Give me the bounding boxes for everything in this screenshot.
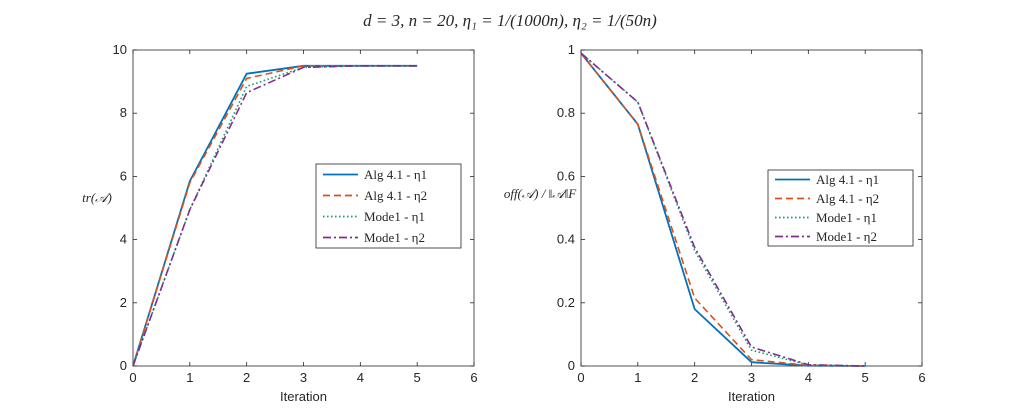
x-tick-label: 6 [470,370,477,385]
legend-label-1: Alg 4.1 - η1 [816,172,879,187]
x-tick-label: 2 [243,370,250,385]
x-tick-label: 2 [691,370,698,385]
chart-trace: 0 1 2 3 4 5 6 0 2 4 6 8 10 Iteration tr(𝒜) Alg 4.1 - η1… [82,42,477,404]
x-tick-label: 5 [414,370,421,385]
legend-label-3: Mode1 - η1 [364,209,425,224]
legend-label-1: Alg 4.1 - η1 [364,167,427,182]
legend-box [767,169,914,247]
y-tick-label: 1 [568,42,575,57]
legend: Alg 4.1 - η1 Alg 4.1 - η2 Mode1 - η1 Mode1 … [315,163,462,249]
series-line-3 [580,52,866,367]
y-tick-label: 0 [120,358,127,373]
chart-offdiagonal-ratio: 0 1 2 3 4 5 6 0 0.2 0.4 0.6 0.8 1 Iteration off(𝒜) / ‖… [504,42,926,404]
y-tick-label: 10 [113,42,127,57]
legend: Alg 4.1 - η1 Alg 4.1 - η2 Mode1 - η1 Mode1 … [767,169,914,247]
x-tick-label: 0 [129,370,136,385]
x-tick-label: 6 [918,370,925,385]
y-tick-label: 0.2 [557,295,575,310]
y-tick-label: 0.8 [557,105,575,120]
x-tick-label: 4 [357,370,364,385]
legend-box [315,163,462,249]
figure-title: d = 3, n = 20, η₁ = 1/(1000n), η₂ = 1/(5… [363,11,657,30]
x-tick-label: 3 [748,370,755,385]
legend-label-2: Alg 4.1 - η2 [364,188,427,203]
y-tick-label: 8 [120,105,127,120]
x-axis-label: Iteration [280,389,327,404]
x-tick-label: 1 [634,370,641,385]
y-tick-label: 0.4 [557,232,575,247]
x-tick-label: 4 [805,370,812,385]
legend-label-3: Mode1 - η1 [816,210,877,225]
y-axis-label: off(𝒜) / ‖𝒜‖F [504,186,577,201]
x-tick-label: 1 [186,370,193,385]
series-line-4 [580,52,866,367]
legend-label-4: Mode1 - η2 [364,230,425,245]
y-tick-label: 4 [120,232,127,247]
y-tick-label: 2 [120,295,127,310]
y-tick-label: 6 [120,168,127,183]
x-tick-label: 0 [577,370,584,385]
x-axis-label: Iteration [728,389,775,404]
y-tick-label: 0 [568,358,575,373]
y-tick-label: 0.6 [557,168,575,183]
series-line-4 [132,65,418,367]
legend-label-2: Alg 4.1 - η2 [816,191,879,206]
y-axis-label: tr(𝒜) [82,190,112,205]
x-tick-label: 3 [300,370,307,385]
x-tick-label: 5 [862,370,869,385]
legend-label-4: Mode1 - η2 [816,229,877,244]
series-line-3 [132,65,418,367]
